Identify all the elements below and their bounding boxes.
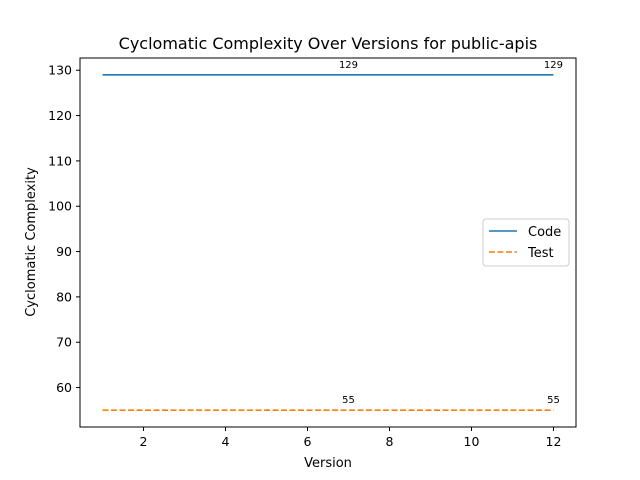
x-tick-label: 8	[386, 434, 394, 449]
data-label-test: 55	[342, 395, 355, 406]
y-tick-label: 70	[56, 335, 72, 350]
legend-label-test: Test	[527, 246, 554, 261]
y-tick-label: 130	[48, 63, 72, 78]
x-tick-label: 4	[222, 434, 230, 449]
y-tick-label: 110	[48, 153, 72, 168]
plot-area: 2 4 6 8 10 12 60 70 80 90 100 110 120 130 129 129 55 55 Co…	[48, 60, 570, 449]
chart-title: Cyclomatic Complexity Over Versions for …	[119, 34, 538, 53]
y-tick-label: 100	[48, 199, 72, 214]
legend-label-code: Code	[528, 225, 561, 240]
data-label-code: 129	[544, 60, 563, 71]
x-tick-label: 10	[464, 434, 480, 449]
x-tick-label: 6	[304, 434, 312, 449]
y-tick-label: 60	[56, 380, 72, 395]
y-tick-label: 120	[48, 108, 72, 123]
data-label-test: 55	[547, 395, 560, 406]
x-axis-label: Version	[304, 456, 352, 471]
x-tick-label: 2	[140, 434, 148, 449]
data-label-code: 129	[339, 60, 358, 71]
x-tick-label: 12	[546, 434, 562, 449]
plot-frame	[79, 57, 577, 428]
y-tick-label: 80	[56, 289, 72, 304]
y-tick-label: 90	[56, 244, 72, 259]
y-axis-label: Cyclomatic Complexity	[24, 167, 39, 317]
